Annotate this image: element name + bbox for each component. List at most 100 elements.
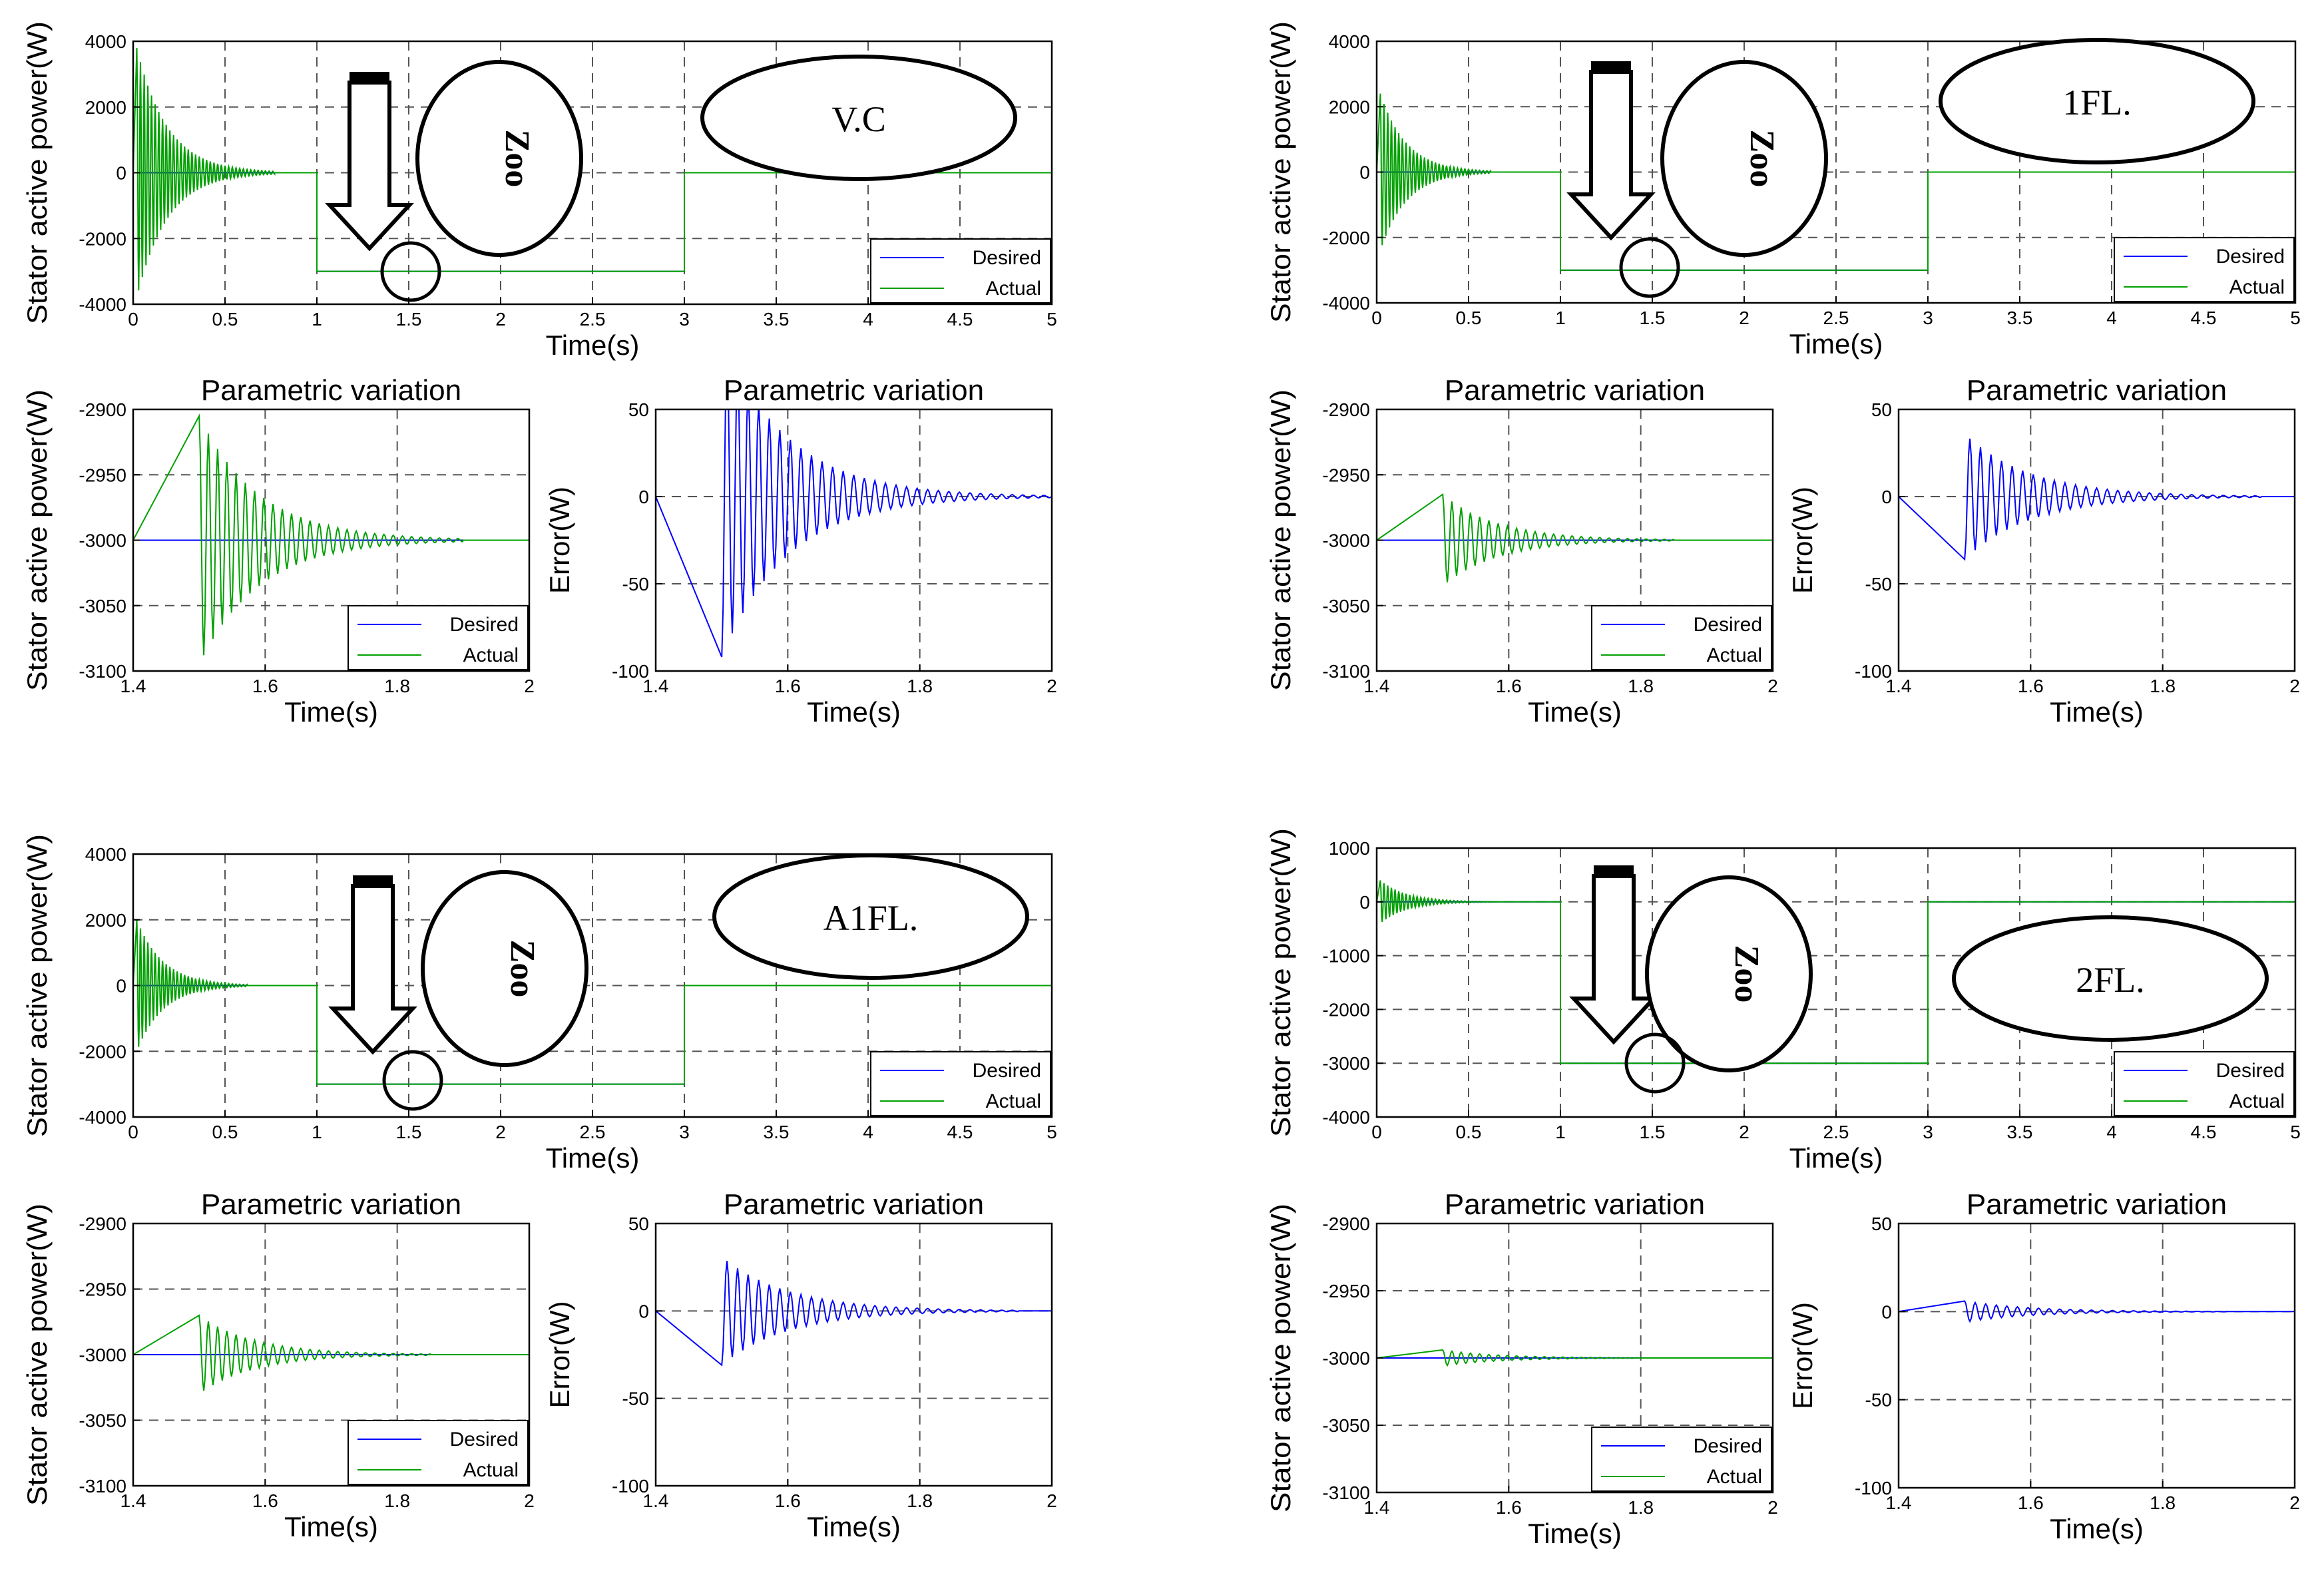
x-tick-label: 4.5 bbox=[2191, 1122, 2217, 1142]
panel-afl-main: 0 0.5 1 1.5 2 2.5 3 3.5 4 4.5 5 -4000 -2000 0 2000 4000… bbox=[21, 834, 1057, 1174]
panel-vc-zoom: 1.4 1.6 1.8 2 -3100 -3050 -3000 -2950 -2900 Time(… bbox=[21, 374, 535, 728]
x-tick-label: 2 bbox=[495, 309, 506, 330]
x-tick-label: 3.5 bbox=[2007, 1122, 2033, 1142]
y-tick-label: 2000 bbox=[1329, 97, 1370, 117]
x-tick-label: 2 bbox=[1739, 1122, 1749, 1142]
zoom-region-circle bbox=[380, 241, 441, 302]
y-tick-label: -3100 bbox=[79, 1476, 126, 1496]
x-tick-label: 2 bbox=[1739, 308, 1749, 328]
y-tick-label: -100 bbox=[1855, 1478, 1892, 1498]
x-tick-label: 2 bbox=[2289, 676, 2300, 696]
x-tick-label: 3.5 bbox=[764, 1122, 790, 1142]
annotation-group: A1FL. Zoo bbox=[328, 853, 1029, 1111]
x-tick-label: 1.4 bbox=[1886, 1492, 1912, 1513]
x-axis-label: Time(s) bbox=[2050, 1513, 2144, 1544]
series-actual bbox=[133, 47, 1052, 291]
x-tick-label: 2.5 bbox=[580, 1122, 606, 1142]
y-tick-label: -3000 bbox=[79, 531, 126, 551]
y-tick-label: -100 bbox=[612, 661, 649, 682]
x-axis-label: Time(s) bbox=[2050, 696, 2144, 728]
x-tick-label: 1.6 bbox=[252, 676, 278, 696]
axes-box bbox=[654, 1222, 1053, 1487]
x-tick-label: 2 bbox=[1046, 676, 1057, 696]
chart-title: Parametric variation bbox=[724, 1188, 984, 1221]
legend: Desired Actual bbox=[870, 1051, 1051, 1116]
x-tick-label: 4 bbox=[863, 1122, 873, 1142]
plot-area bbox=[133, 47, 1052, 291]
legend: Desired Actual bbox=[348, 605, 529, 670]
legend-box bbox=[1591, 605, 1772, 670]
y-tick-label: -3000 bbox=[1322, 1053, 1370, 1074]
x-axis-label: Time(s) bbox=[546, 330, 640, 361]
grid bbox=[656, 409, 1052, 671]
plot-area bbox=[656, 1261, 1052, 1367]
panel-vc-main: 0 0.5 1 1.5 2 2.5 3 3.5 4 4.5 5 -4000 -2000 0 2000 4000… bbox=[21, 21, 1057, 361]
x-tick-label: 4.5 bbox=[947, 309, 973, 330]
x-tick-label: 4 bbox=[2106, 1122, 2117, 1142]
y-axis-label: Stator active power(W) bbox=[21, 834, 53, 1137]
zoom-label: Zoo bbox=[1743, 130, 1781, 188]
y-tick-label: -100 bbox=[612, 1476, 649, 1496]
zoom-bubble bbox=[421, 870, 588, 1067]
series-line-actual bbox=[1377, 880, 2295, 1064]
y-axis-label: Stator active power(W) bbox=[1265, 1204, 1296, 1512]
x-axis-label: Time(s) bbox=[807, 1511, 901, 1542]
legend: Desired Actual bbox=[2114, 237, 2295, 302]
annotation-group: 2FL. Zoo bbox=[1569, 865, 2269, 1094]
x-axis-label: Time(s) bbox=[546, 1142, 640, 1174]
legend: Desired Actual bbox=[2114, 1051, 2295, 1116]
legend-label-actual: Actual bbox=[2229, 276, 2285, 298]
plot-area bbox=[1377, 1349, 1773, 1367]
y-tick-label: -2900 bbox=[79, 1214, 126, 1234]
legend-box bbox=[2114, 1051, 2295, 1116]
x-tick-label: 1.4 bbox=[1886, 676, 1912, 696]
y-tick-label: -50 bbox=[1865, 1390, 1892, 1411]
y-tick-label: -2900 bbox=[1322, 399, 1370, 420]
grid bbox=[1899, 1224, 2295, 1488]
zoom-bubble bbox=[1660, 60, 1828, 257]
series-line-actual bbox=[133, 1314, 529, 1391]
x-tick-label: 0.5 bbox=[1456, 308, 1482, 328]
series-line-error bbox=[656, 409, 1052, 658]
y-tick-label: 2000 bbox=[85, 97, 126, 118]
plot-area bbox=[133, 919, 1052, 1085]
y-tick-label: 0 bbox=[116, 976, 126, 997]
y-tick-label: -4000 bbox=[79, 294, 126, 315]
x-tick-label: 1.5 bbox=[1640, 308, 1666, 328]
zoom-label: Zoo bbox=[498, 130, 536, 188]
plot-area bbox=[133, 413, 529, 656]
y-tick-label: -2000 bbox=[79, 1041, 126, 1062]
x-tick-label: 0.5 bbox=[212, 1122, 238, 1142]
y-axis-label: Error(W) bbox=[544, 487, 575, 594]
legend-label-actual: Actual bbox=[1707, 1466, 1762, 1488]
panel-vc-error: 1.4 1.6 1.8 2 -100 -50 0 50 Time(s) Error(W) Param… bbox=[544, 374, 1057, 728]
legend-label-actual: Actual bbox=[2229, 1090, 2285, 1112]
x-tick-label: 0.5 bbox=[212, 309, 238, 330]
x-tick-label: 1 bbox=[1555, 308, 1566, 328]
legend: Desired Actual bbox=[348, 1420, 529, 1485]
x-tick-label: 1.8 bbox=[907, 676, 933, 696]
y-tick-label: 4000 bbox=[85, 844, 126, 865]
x-tick-label: 1.6 bbox=[1496, 676, 1522, 696]
series-line-actual bbox=[133, 919, 1052, 1085]
x-axis-label: Time(s) bbox=[284, 696, 378, 728]
x-axis-label: Time(s) bbox=[1789, 1142, 1883, 1174]
series-line-actual bbox=[133, 47, 1052, 291]
zoom-bubble bbox=[415, 60, 583, 257]
x-tick-label: 2.5 bbox=[580, 309, 606, 330]
y-tick-label: 50 bbox=[628, 399, 649, 420]
axes-box bbox=[1897, 408, 2296, 672]
x-tick-label: 0 bbox=[1371, 308, 1382, 328]
panel-fl1-error: 1.4 1.6 1.8 2 -100 -50 0 50 Time(s) Error(W) Param… bbox=[1787, 374, 2300, 728]
zoom-region-circle bbox=[1624, 1032, 1686, 1094]
y-tick-label: 50 bbox=[1871, 1214, 1892, 1234]
method-label: 1FL. bbox=[2062, 83, 2132, 122]
series-line-error bbox=[656, 1261, 1052, 1367]
x-tick-label: 1.5 bbox=[396, 1122, 422, 1142]
method-label: A1FL. bbox=[823, 898, 919, 938]
down-arrow-icon bbox=[1569, 874, 1658, 1045]
series-actual bbox=[1377, 93, 2295, 271]
x-tick-label: 1 bbox=[312, 1122, 322, 1142]
